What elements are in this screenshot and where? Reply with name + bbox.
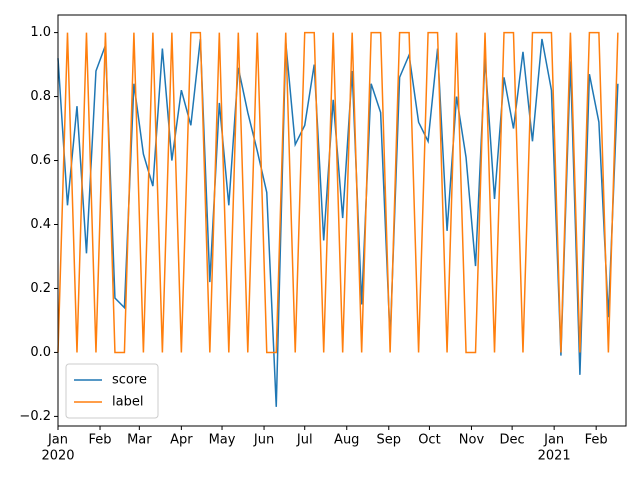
x-tick-label: Feb	[585, 433, 608, 448]
plot-frame	[57, 14, 627, 427]
x-tick-label: Jan	[47, 433, 68, 448]
year-label: 2021	[538, 449, 571, 464]
x-tick-label: Jul	[296, 433, 313, 448]
x-tick-label: Dec	[500, 433, 525, 448]
year-label: 2020	[41, 449, 74, 464]
x-tick-label: Mar	[127, 433, 152, 448]
line-series	[57, 38, 619, 407]
y-tick-label: 0.6	[30, 153, 51, 168]
x-tick-label: Aug	[334, 433, 359, 448]
x-tick-label: Jun	[253, 433, 274, 448]
x-tick-label: Nov	[459, 433, 485, 448]
y-tick-label: 0.0	[30, 345, 51, 360]
y-tick-label: 0.2	[30, 281, 51, 296]
x-tick-label: Apr	[170, 433, 193, 448]
x-tick-label: Jan	[543, 433, 564, 448]
y-tick-label: 0.8	[30, 89, 51, 104]
y-tick-label: 1.0	[30, 25, 51, 40]
x-tick-label: May	[209, 433, 236, 448]
y-tick-label: −0.2	[19, 409, 51, 424]
y-tick-label: 0.4	[30, 217, 51, 232]
legend-box	[65, 363, 159, 419]
legend-label: score	[112, 373, 147, 388]
line-series	[57, 31, 619, 354]
x-tick-label: Sep	[377, 433, 402, 448]
x-tick-label: Feb	[89, 433, 112, 448]
x-tick-label: Oct	[418, 433, 440, 448]
legend-label: label	[112, 395, 143, 410]
